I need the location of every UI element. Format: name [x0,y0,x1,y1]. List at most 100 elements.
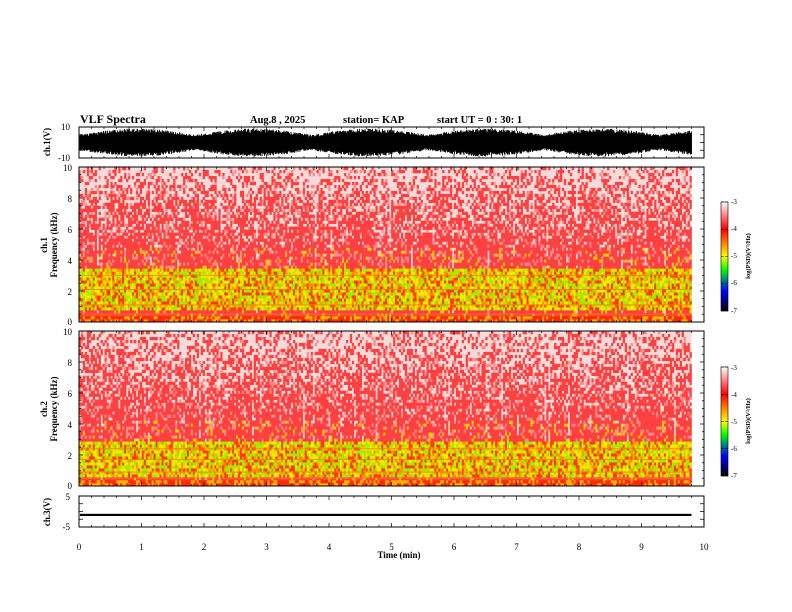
spectrogram-cell [269,298,272,302]
spectrogram-cell [128,259,131,263]
spectrogram-cell [88,298,92,302]
spectrogram-cell [122,253,125,257]
spectrogram-cell [122,292,125,296]
spectrogram-cell [155,286,158,290]
spectrogram-cell [135,268,139,272]
spectrogram-cell [124,265,127,269]
spectrogram-cell [186,238,190,242]
spectrogram-cell [183,202,186,207]
spectrogram-cell [253,295,256,299]
spectrogram-cell [171,211,174,215]
spectrogram-cell [208,247,211,251]
spectrogram-cell [155,181,158,186]
spectrogram-cell [218,274,221,278]
spectrogram-cell [192,226,196,230]
spectrogram-cell [79,271,82,275]
spectrogram-cell [196,250,200,254]
spectrogram-cell [271,283,274,287]
spectrogram-cell [132,268,135,272]
spectrogram-cell [292,232,296,236]
spectrogram-cell [141,301,145,305]
spectrogram-cell [100,298,103,302]
spectrogram-cell [245,295,249,299]
spectrogram-cell [86,256,90,260]
spectrogram-cell [186,310,190,314]
spectrogram-cell [145,229,149,233]
spectrogram-cell [226,238,229,242]
spectrogram-cell [239,292,243,296]
spectrogram-cell [243,256,247,260]
spectrogram-cell [230,235,233,239]
spectrogram-cell [204,313,207,317]
spectrogram-cell [267,268,270,272]
spectrogram-cell [157,229,160,233]
spectrogram-cell [238,283,241,287]
spectrogram-cell [100,250,103,254]
spectrogram-cell [200,256,203,260]
spectrogram-cell [289,286,292,290]
spectrogram-cell [269,211,272,215]
spectrogram-cell [312,193,315,198]
spectrogram-cell [185,259,188,263]
spectrogram-cell [224,244,227,248]
spectrogram-cell [232,196,235,201]
spectrogram-cell [120,310,123,314]
spectrogram-cell [86,295,90,299]
spectrogram-cell [275,184,278,189]
spectrogram-cell [192,277,196,281]
spectrogram-cell [226,208,229,213]
spectrogram-cell [133,244,137,248]
spectrogram-cell [192,217,196,221]
spectrogram-cell [222,298,225,302]
spectrogram-cell [132,250,135,254]
spectrogram-cell [82,304,86,308]
spectrogram-cell [157,235,160,239]
spectrogram-cell [318,265,321,269]
spectrogram-cell [110,226,113,230]
spectrogram-cell [198,202,202,207]
spectrogram-cell [163,244,166,248]
spectrogram-cell [281,301,284,305]
spectrogram-cell [230,292,233,296]
spectrogram-cell [269,238,272,242]
spectrogram-cell [238,178,241,183]
spectrogram-cell [145,211,149,215]
spectrogram-cell [135,277,139,281]
spectrogram-cell [232,271,235,275]
spectrogram-cell [163,292,166,296]
spectrogram-cell [114,196,117,201]
spectrogram-cell [239,235,243,239]
spectrogram-cell [102,262,105,266]
spectrogram-cell [145,262,149,266]
spectrogram-cell [245,217,249,221]
spectrogram-cell [84,289,88,293]
spectrogram-cell [190,214,194,218]
spectrogram-cell [216,262,219,266]
spectrogram-cell [88,232,92,236]
spectrogram-cell [269,277,272,281]
spectrogram-cell [275,250,278,254]
spectrogram-cell [137,262,141,266]
spectrogram-cell [308,292,311,296]
spectrogram-cell [133,316,137,320]
spectrogram-cell [84,181,88,186]
spectrogram-cell [192,268,196,272]
spectrogram-cell [114,289,117,293]
spectrogram-cell [216,289,219,293]
spectrogram-cell [198,268,202,272]
spectrogram-cell [137,277,141,281]
spectrogram-cell [185,304,188,308]
spectrogram-cell [86,259,90,263]
spectrogram-cell [294,244,298,248]
spectrogram-cell [255,196,258,201]
spectrogram-cell [173,256,176,260]
spectrogram-cell [296,187,300,192]
spectrogram-cell [202,238,205,242]
spectrogram-cell [308,319,311,323]
spectrogram-cell [296,226,300,230]
spectrogram-cell [153,268,156,272]
spectrogram-cell [232,241,235,245]
spectrogram-cell [257,307,260,311]
spectrogram-cell [208,316,211,320]
spectrogram-cell [196,316,200,320]
